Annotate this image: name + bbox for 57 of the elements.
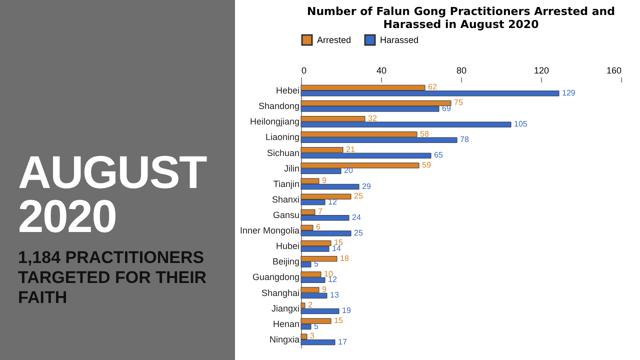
y-tick-label: Ningxia [269, 334, 300, 344]
data-label: 25 [354, 192, 364, 201]
y-tick-label: Hubei [276, 241, 300, 252]
data-label: 24 [352, 212, 362, 222]
text: AUGUST 2020 [18, 146, 208, 242]
y-tick-label: Hebei [276, 86, 300, 96]
x-tick-label: 120 [534, 66, 550, 76]
y-tick-label: Jilin [284, 163, 300, 174]
data-label: 3 [310, 332, 315, 341]
y-tick-label: Sichuan [266, 148, 300, 158]
data-label: 2 [308, 300, 313, 310]
y-tick-label: Shanghai [261, 288, 300, 298]
y-tick-label: Gansu [272, 210, 300, 220]
chart-title: Number of Falun Gong Practitioners Arrested and Harassed in August 2020 [307, 5, 615, 31]
data-label: 7 [318, 207, 323, 216]
data-label: 65 [434, 150, 444, 160]
x-tick-label: 40 [376, 66, 387, 76]
data-label: 17 [338, 337, 348, 346]
data-label: 21 [346, 144, 356, 154]
data-label: 69 [442, 104, 452, 113]
data-label: 59 [422, 160, 432, 170]
data-label: 78 [460, 135, 470, 144]
data-label: 5 [314, 260, 319, 269]
data-label: 15 [334, 316, 344, 326]
y-tick-label: Shanxi [272, 194, 300, 204]
data-label: 129 [562, 88, 576, 98]
y-tick-label: Inner Mongolia [240, 226, 300, 236]
x-tick-label: 80 [456, 66, 467, 76]
y-tick-label: Guangdong [252, 272, 300, 282]
data-label: 105 [514, 120, 528, 129]
data-label: 12 [328, 197, 338, 206]
y-tick-label: Liaoning [265, 132, 300, 142]
y-tick-label: Beijing [272, 256, 300, 267]
y-tick-label: Shandong [258, 101, 300, 112]
y-tick-label: Tianjin [273, 178, 300, 189]
data-label: 32 [368, 114, 378, 123]
data-label: 9 [322, 176, 327, 186]
data-label: 75 [454, 98, 464, 108]
data-label: 62 [428, 82, 438, 92]
y-tick-label: Henan [272, 318, 300, 329]
data-label: 18 [340, 254, 350, 263]
data-label: 5 [314, 322, 319, 331]
x-tick-label: 0 [302, 66, 307, 76]
legend-label: Harassed [380, 35, 419, 45]
data-label: 29 [362, 182, 372, 191]
data-label: 20 [344, 166, 354, 176]
data-label: 9 [322, 284, 327, 294]
y-tick-label: Heilongjiang [250, 116, 300, 127]
data-label: 13 [330, 290, 340, 300]
x-tick-label: 160 [606, 66, 622, 76]
legend-label: Arrested [317, 35, 352, 45]
data-label: 6 [316, 222, 321, 232]
data-label: 19 [342, 306, 352, 316]
data-label: 58 [420, 129, 430, 138]
y-tick-label: Jiangxi [271, 303, 300, 314]
text: 1,184 PRACTITIONERS TARGETED FOR THEIR FAITH [18, 248, 208, 308]
data-label: 25 [354, 228, 364, 238]
